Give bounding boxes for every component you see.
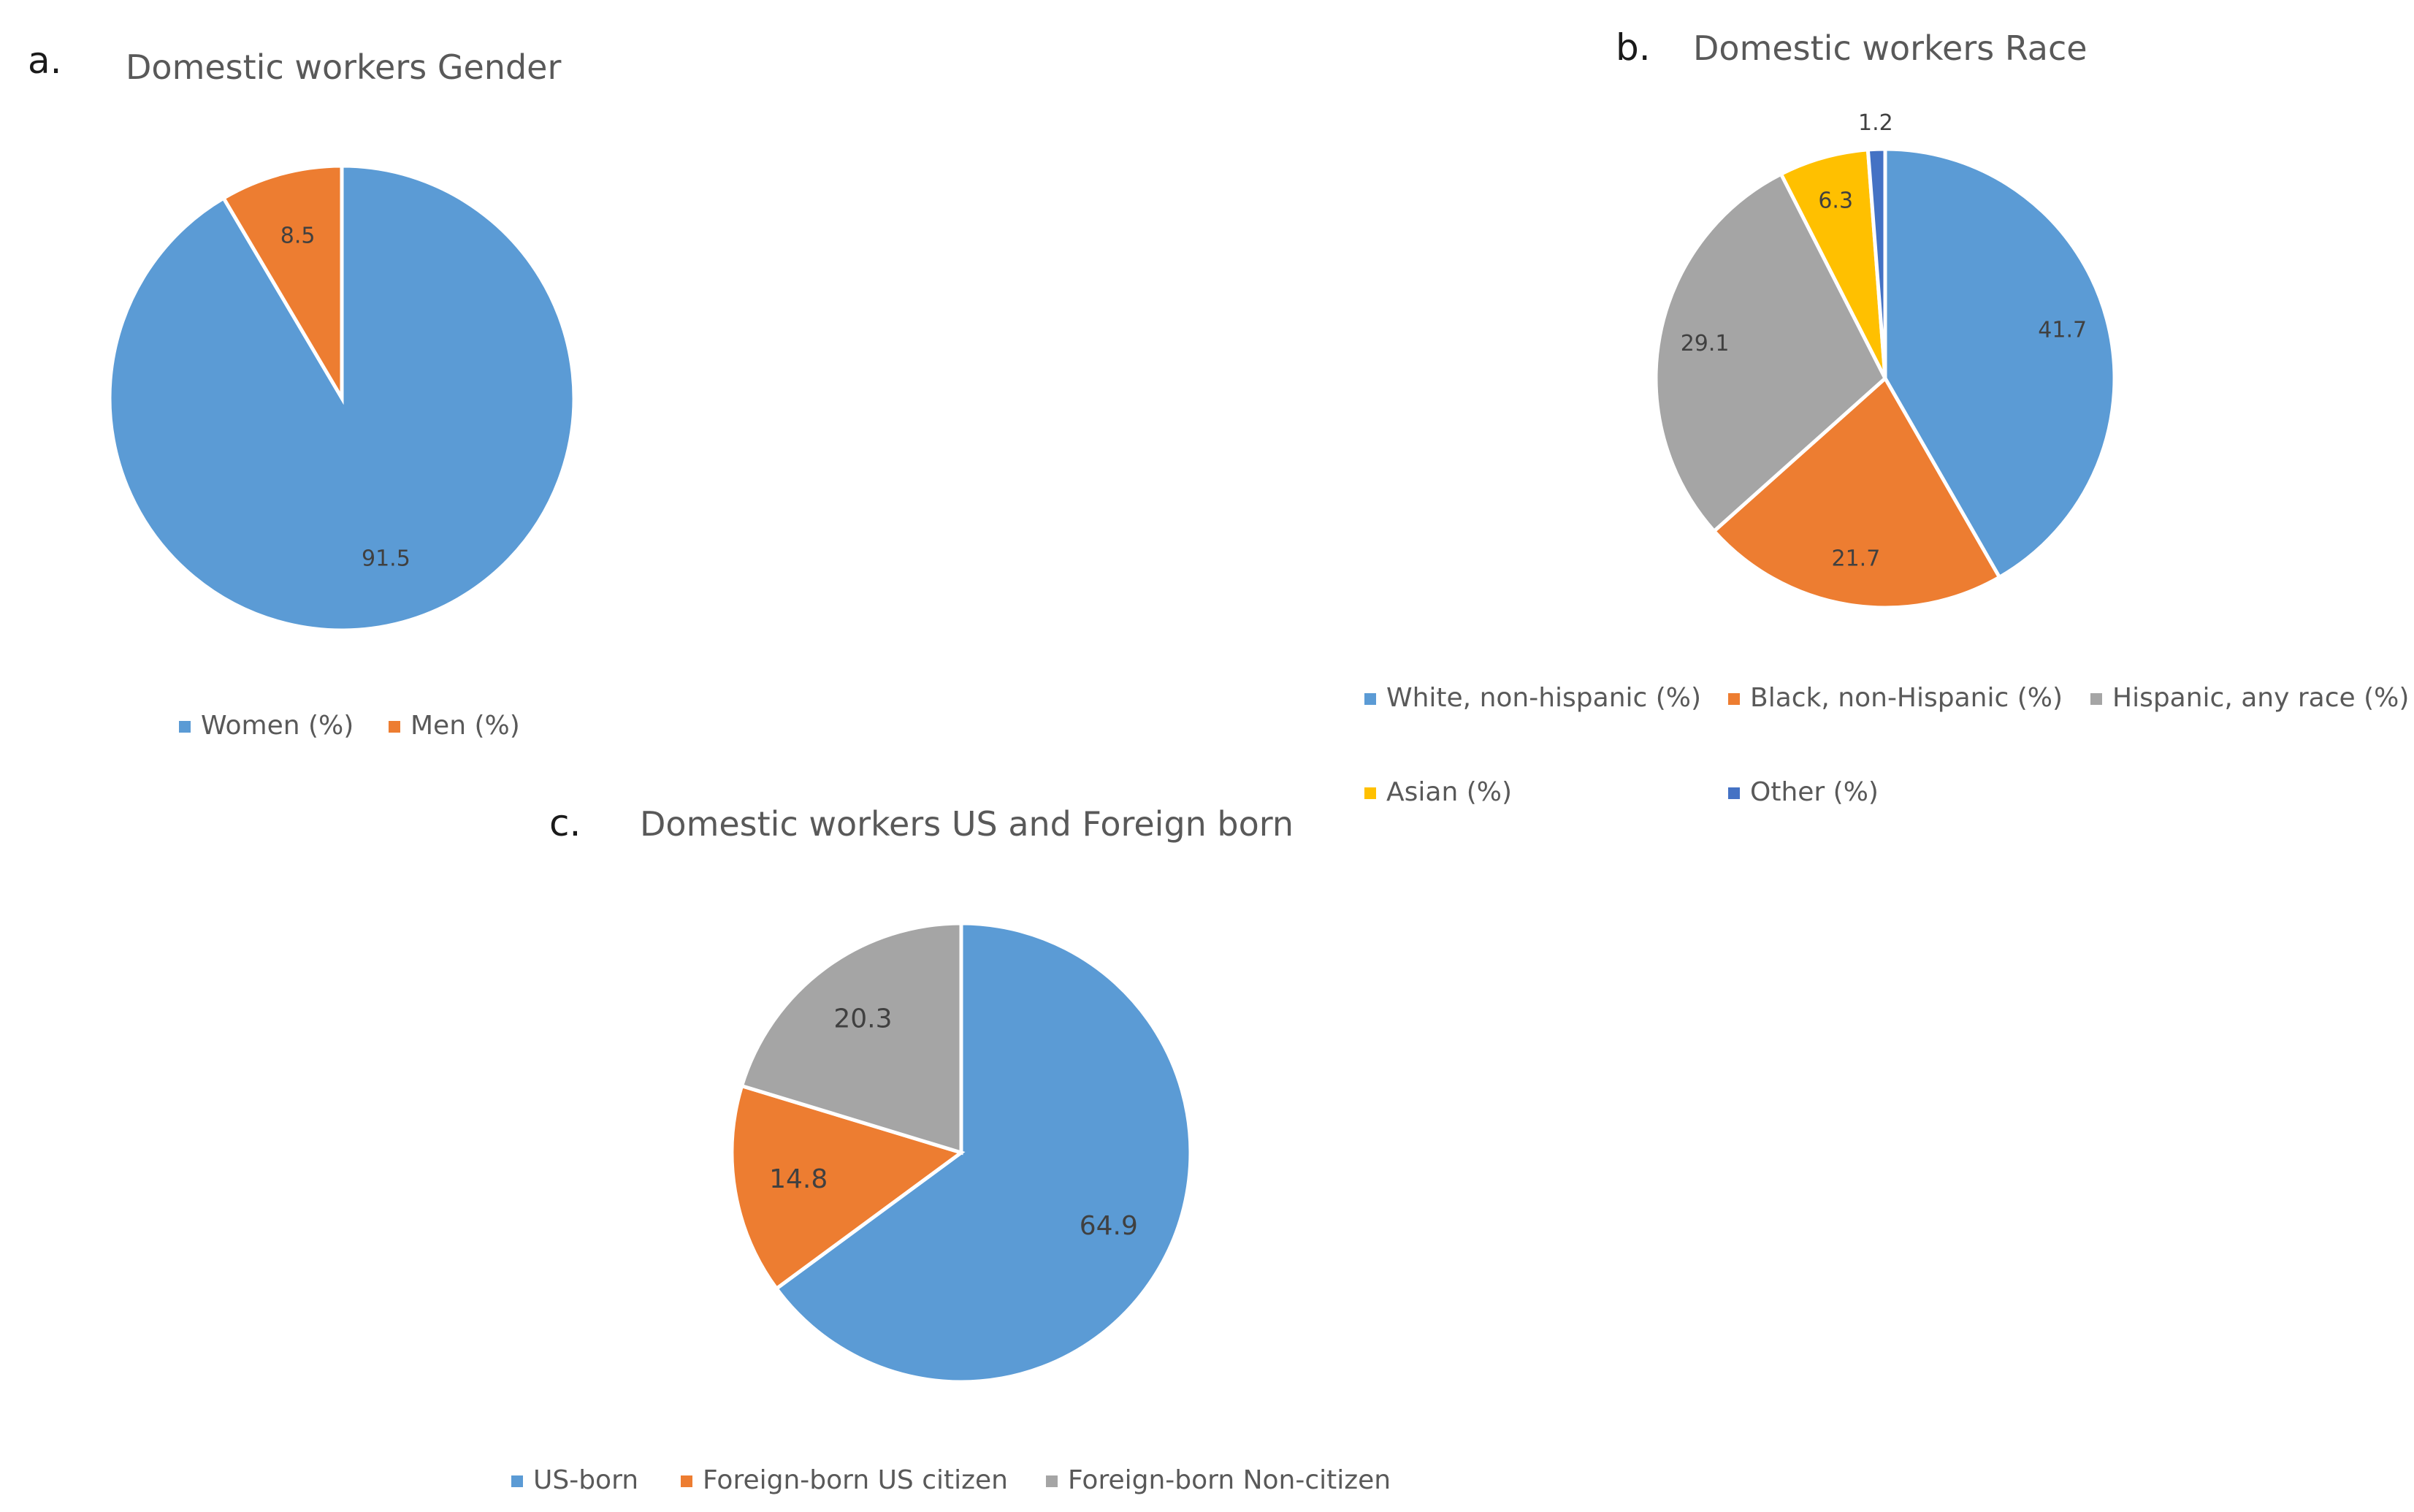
- birthplace-legend: US-born Foreign-born US citizen Foreign-bo…: [511, 1465, 1391, 1495]
- gender-data-labels: 91.5 8.5: [280, 224, 410, 572]
- race-data-label-hispanic-any-race: 29.1: [1681, 331, 1730, 356]
- panel-letter-b: b.: [1616, 26, 1651, 69]
- birthplace-data-labels: 64.9 14.8 20.3: [769, 1004, 1138, 1241]
- race-data-label-black-non-hispanic: 21.7: [1832, 546, 1881, 572]
- gender-legend-label-men: Men (%): [410, 711, 520, 741]
- race-legend-swatch-hispanic-any-race: [2090, 693, 2102, 705]
- race-data-label-other: 1.2: [1858, 110, 1893, 136]
- race-data-label-white-non-hispanic: 41.7: [2038, 318, 2087, 343]
- gender-pie-slices: [107, 164, 576, 633]
- race-legend-swatch-white-non-hispanic: [1364, 693, 1376, 705]
- panel-letter-a: a.: [28, 39, 62, 82]
- birthplace-chart-title: Domestic workers US and Foreign born: [640, 804, 1294, 844]
- gender-data-label-men: 8.5: [280, 224, 316, 249]
- birthplace-slice-foreign-born-non-citizen: [739, 921, 963, 1156]
- birthplace-pie-slices: [730, 921, 1193, 1384]
- race-chart-title: Domestic workers Race: [1693, 28, 2088, 68]
- race-pie-panel: b. Domestic workers Race 41.7 21.7 29.1 6.3…: [1364, 26, 2409, 807]
- gender-chart-title: Domestic workers Gender: [126, 47, 561, 87]
- race-legend-label-other: Other (%): [1750, 777, 1879, 807]
- birthplace-legend-swatch-foreign-born-us-citizen: [681, 1475, 692, 1487]
- race-slice-black-non-hispanic: [1711, 375, 2002, 610]
- race-data-label-asian: 6.3: [1818, 188, 1853, 214]
- gender-legend-swatch-women: [179, 721, 191, 733]
- panel-letter-c: c.: [549, 802, 581, 844]
- race-legend-label-asian: Asian (%): [1386, 777, 1512, 807]
- birthplace-legend-label-foreign-born-non-citizen: Foreign-born Non-citizen: [1068, 1465, 1391, 1495]
- race-legend-swatch-asian: [1364, 787, 1376, 799]
- race-legend-swatch-other: [1728, 787, 1740, 799]
- race-data-labels: 41.7 21.7 29.1 6.3 1.2: [1681, 110, 2087, 571]
- birthplace-slice-us-born: [774, 921, 1193, 1384]
- gender-pie-panel: a. Domestic workers Gender 91.5 8.5 Women…: [28, 39, 576, 741]
- race-slice-other: [1865, 147, 1887, 379]
- gender-slice-men: [221, 164, 344, 405]
- race-legend-swatch-black-non-hispanic: [1728, 693, 1740, 705]
- birthplace-legend-swatch-us-born: [511, 1475, 523, 1487]
- race-slice-hispanic-any-race: [1654, 171, 1888, 534]
- birthplace-data-label-foreign-born-us-citizen: 14.8: [769, 1164, 828, 1194]
- gender-legend-swatch-men: [389, 721, 400, 733]
- gender-legend: Women (%) Men (%): [179, 711, 520, 741]
- birthplace-data-label-foreign-born-non-citizen: 20.3: [833, 1004, 892, 1034]
- race-legend-label-white-non-hispanic: White, non-hispanic (%): [1386, 683, 1701, 713]
- race-legend-label-hispanic-any-race: Hispanic, any race (%): [2112, 683, 2409, 713]
- birthplace-legend-swatch-foreign-born-non-citizen: [1046, 1475, 1058, 1487]
- race-legend-label-black-non-hispanic: Black, non-Hispanic (%): [1750, 683, 2063, 713]
- birthplace-legend-label-us-born: US-born: [533, 1465, 638, 1495]
- race-slice-white-non-hispanic: [1883, 147, 2117, 580]
- birthplace-pie-panel: c. Domestic workers US and Foreign born …: [511, 802, 1391, 1495]
- race-legend: White, non-hispanic (%) Black, non-Hispan…: [1364, 683, 2409, 807]
- gender-data-label-women: 91.5: [362, 546, 410, 571]
- gender-legend-label-women: Women (%): [201, 711, 354, 741]
- birthplace-legend-label-foreign-born-us-citizen: Foreign-born US citizen: [703, 1465, 1008, 1495]
- race-pie-slices: [1654, 147, 2117, 610]
- birthplace-data-label-us-born: 64.9: [1080, 1211, 1138, 1241]
